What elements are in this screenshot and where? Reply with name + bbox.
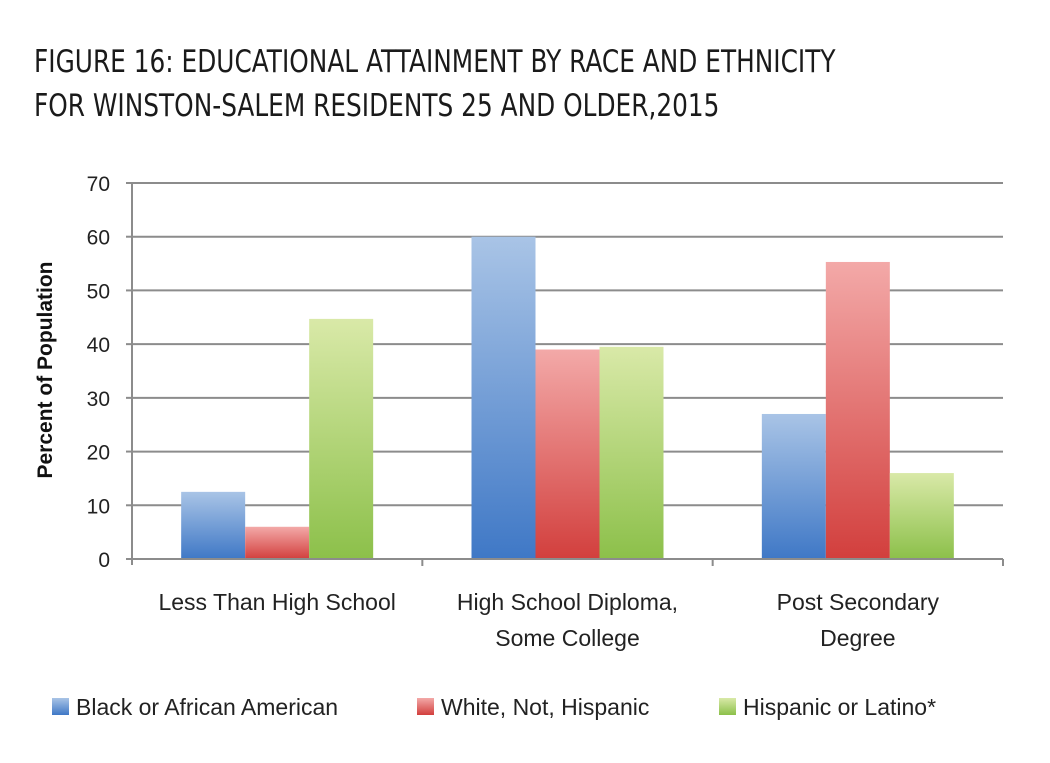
bar <box>889 473 954 559</box>
legend-swatch <box>417 698 434 715</box>
legend-swatch <box>52 698 69 715</box>
x-category-label: Post Secondary <box>777 589 940 615</box>
y-tick-label: 20 <box>87 442 110 465</box>
legend-label: Black or African American <box>76 694 338 720</box>
legend-label: Hispanic or Latino* <box>743 694 936 720</box>
bar <box>245 526 310 559</box>
x-category-label: Less Than High School <box>158 589 395 615</box>
legend: Black or African American White, Not, His… <box>52 694 936 720</box>
y-tick-label: 50 <box>87 280 110 303</box>
chart-title-line-1: FIGURE 16: EDUCATIONAL ATTAINMENT BY RAC… <box>34 44 836 80</box>
y-tick-label: 30 <box>87 388 110 411</box>
chart-title-line-2: FOR WINSTON-SALEM RESIDENTS 25 AND OLDER… <box>34 88 720 124</box>
bar <box>599 346 664 559</box>
bar <box>309 318 374 559</box>
x-category-label: Some College <box>495 625 639 651</box>
y-tick-label: 70 <box>87 173 110 196</box>
y-tick-label: 0 <box>98 549 110 572</box>
bar <box>535 349 600 559</box>
bar <box>181 491 246 559</box>
x-category-label: Degree <box>820 625 895 651</box>
legend-swatch <box>719 698 736 715</box>
y-tick-label: 40 <box>87 334 110 357</box>
y-tick-label: 10 <box>87 495 110 518</box>
axis-labels: 0 10 20 30 40 50 60 70 Less Than High School High… <box>87 173 940 651</box>
bars <box>181 236 954 559</box>
x-category-label: High School Diploma, <box>457 589 678 615</box>
chart-title: FIGURE 16: EDUCATIONAL ATTAINMENT BY RAC… <box>34 40 836 128</box>
y-axis-title: Percent of Population <box>34 261 57 478</box>
legend-label: White, Not, Hispanic <box>441 694 649 720</box>
bar <box>761 413 826 559</box>
bar <box>825 261 890 559</box>
bar <box>471 236 536 559</box>
axes <box>126 182 1004 566</box>
y-tick-label: 60 <box>87 227 110 250</box>
